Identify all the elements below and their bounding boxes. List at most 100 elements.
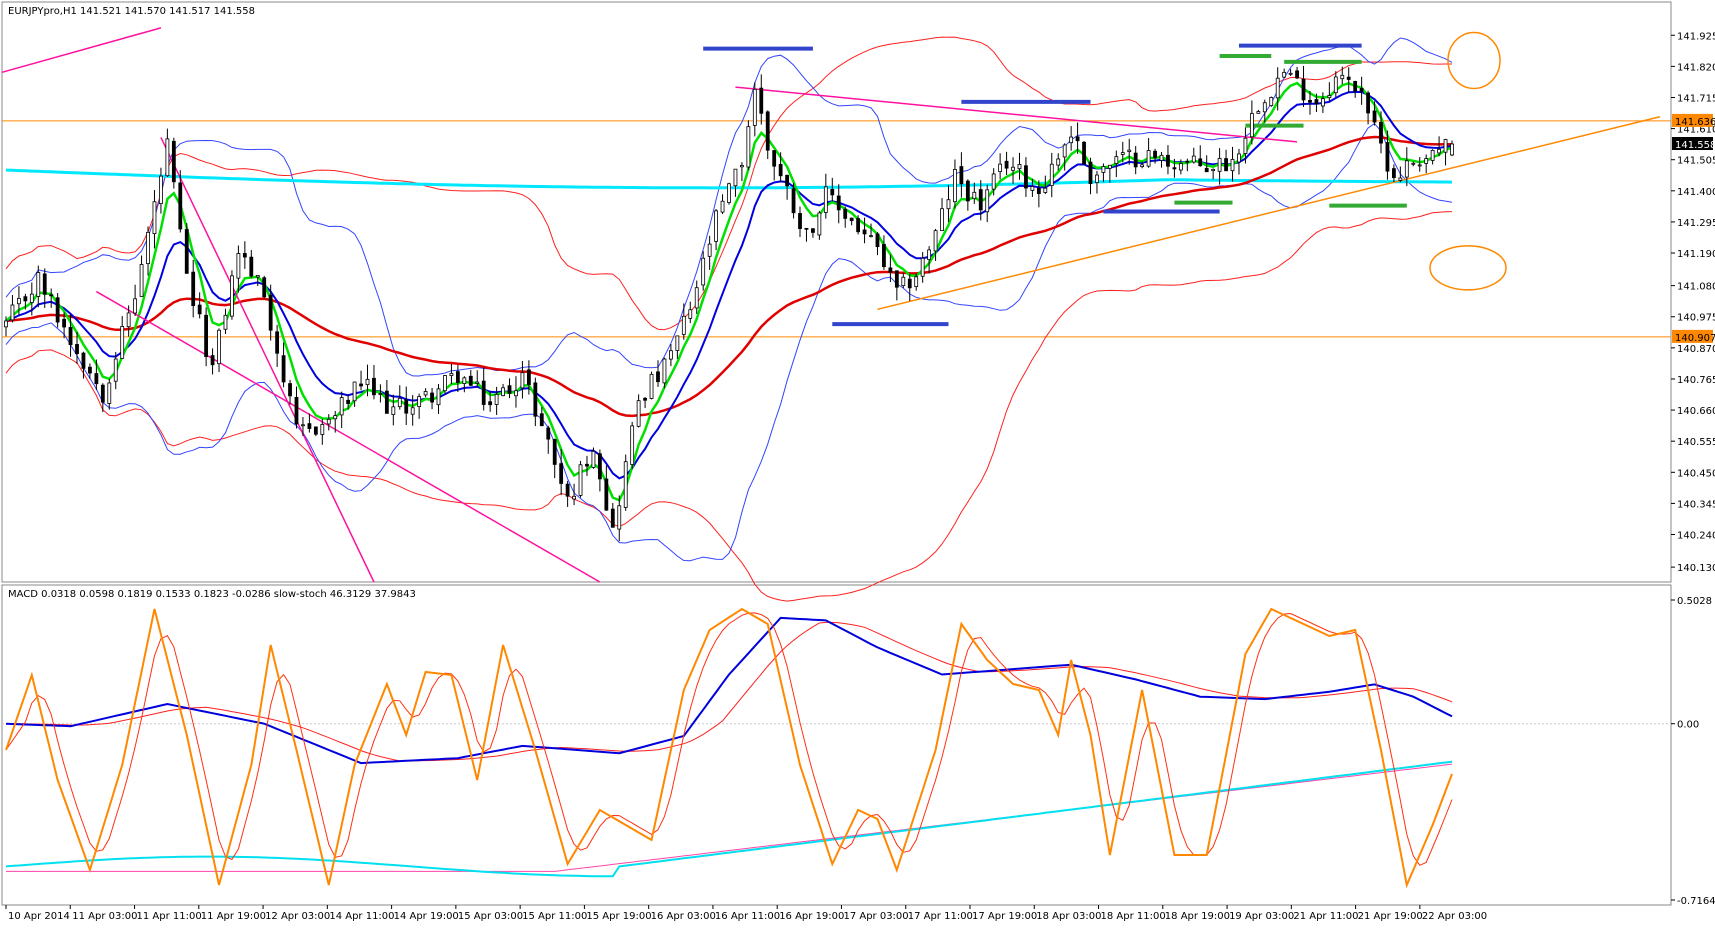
candle-body[interactable] <box>927 249 932 261</box>
candle-body[interactable] <box>146 231 150 265</box>
candle-body[interactable] <box>985 189 990 213</box>
candle-body[interactable] <box>978 189 983 211</box>
candle-body[interactable] <box>1243 137 1248 154</box>
candle-body[interactable] <box>501 387 505 397</box>
candle-body[interactable] <box>1211 168 1216 172</box>
candle-body[interactable] <box>481 380 486 405</box>
candle-body[interactable] <box>552 439 557 465</box>
candle-body[interactable] <box>171 140 176 183</box>
candle-body[interactable] <box>1191 155 1196 163</box>
candle-body[interactable] <box>1308 99 1312 103</box>
candle-body[interactable] <box>410 407 415 415</box>
candle-body[interactable] <box>1443 139 1448 153</box>
candle-body[interactable] <box>1411 162 1416 165</box>
candle-body[interactable] <box>636 400 641 427</box>
candle-body[interactable] <box>1036 187 1041 195</box>
candle-body[interactable] <box>488 401 493 406</box>
candle-body[interactable] <box>1385 142 1390 172</box>
candle-body[interactable] <box>236 253 241 279</box>
candle-body[interactable] <box>1346 76 1351 80</box>
candle-body[interactable] <box>242 253 247 258</box>
candle-body[interactable] <box>1011 166 1015 171</box>
candle-body[interactable] <box>578 464 583 496</box>
candle-body[interactable] <box>1159 154 1164 161</box>
candle-body[interactable] <box>326 418 331 425</box>
candle-body[interactable] <box>953 169 957 203</box>
candle-body[interactable] <box>681 315 686 335</box>
candle-body[interactable] <box>1043 187 1048 193</box>
candle-body[interactable] <box>449 373 454 376</box>
candle-body[interactable] <box>1366 92 1370 114</box>
candle-body[interactable] <box>1172 167 1177 170</box>
candle-body[interactable] <box>1404 160 1409 178</box>
candle-body[interactable] <box>204 314 209 358</box>
candle-body[interactable] <box>565 483 570 497</box>
candle-body[interactable] <box>914 276 919 287</box>
candle-body[interactable] <box>1372 110 1377 123</box>
candle-body[interactable] <box>436 388 441 406</box>
candle-body[interactable] <box>623 461 628 508</box>
candle-body[interactable] <box>920 257 925 277</box>
candle-body[interactable] <box>727 183 731 203</box>
candle-body[interactable] <box>604 478 609 511</box>
candle-body[interactable] <box>772 150 777 167</box>
candle-body[interactable] <box>1224 158 1228 172</box>
candle-body[interactable] <box>862 229 867 235</box>
candle-body[interactable] <box>817 212 822 236</box>
candle-body[interactable] <box>1069 136 1074 144</box>
candle-body[interactable] <box>320 424 325 435</box>
candle-body[interactable] <box>1417 164 1422 167</box>
candle-body[interactable] <box>217 329 221 365</box>
candle-body[interactable] <box>139 264 144 297</box>
candle-body[interactable] <box>1056 158 1061 166</box>
candle-body[interactable] <box>294 396 299 425</box>
candle-body[interactable] <box>965 180 970 202</box>
candle-body[interactable] <box>701 257 706 286</box>
candle-body[interactable] <box>359 383 363 387</box>
candle-body[interactable] <box>113 358 118 382</box>
candle-body[interactable] <box>675 335 680 351</box>
candle-body[interactable] <box>17 298 21 305</box>
candle-body[interactable] <box>643 397 647 401</box>
candle-body[interactable] <box>1178 163 1183 171</box>
candle-body[interactable] <box>1024 165 1028 189</box>
candle-body[interactable] <box>1295 70 1299 79</box>
candle-body[interactable] <box>617 505 622 530</box>
candle-body[interactable] <box>669 350 673 360</box>
candle-body[interactable] <box>230 275 234 317</box>
candle-body[interactable] <box>81 352 86 369</box>
candle-body[interactable] <box>281 355 286 383</box>
candle-body[interactable] <box>455 371 460 383</box>
candle-body[interactable] <box>197 304 202 315</box>
candle-body[interactable] <box>1088 161 1093 184</box>
candle-body[interactable] <box>585 463 589 467</box>
candle-body[interactable] <box>1017 163 1022 170</box>
candle-body[interactable] <box>1392 168 1396 179</box>
candle-body[interactable] <box>1340 74 1345 80</box>
candle-body[interactable] <box>1185 160 1190 163</box>
candle-body[interactable] <box>1424 158 1429 164</box>
candle-body[interactable] <box>275 331 280 354</box>
candle-body[interactable] <box>288 383 292 397</box>
candle-body[interactable] <box>1314 99 1319 105</box>
candle-body[interactable] <box>1353 81 1358 92</box>
candle-body[interactable] <box>1320 98 1325 107</box>
candle-body[interactable] <box>1120 152 1125 155</box>
candle-body[interactable] <box>4 320 8 328</box>
candle-body[interactable] <box>811 228 815 233</box>
candle-body[interactable] <box>759 87 764 114</box>
candle-body[interactable] <box>178 182 183 230</box>
candle-body[interactable] <box>1153 150 1157 159</box>
candle-body[interactable] <box>1146 150 1151 167</box>
candle-body[interactable] <box>1166 154 1170 167</box>
candle-body[interactable] <box>746 126 751 168</box>
candle-body[interactable] <box>165 138 170 177</box>
candle-body[interactable] <box>1204 167 1209 173</box>
candle-body[interactable] <box>1133 152 1138 168</box>
candle-body[interactable] <box>184 229 189 274</box>
candle-body[interactable] <box>191 271 196 307</box>
candle-body[interactable] <box>391 406 396 415</box>
candle-body[interactable] <box>610 508 615 528</box>
candle-body[interactable] <box>830 188 835 196</box>
candle-body[interactable] <box>1030 186 1035 191</box>
